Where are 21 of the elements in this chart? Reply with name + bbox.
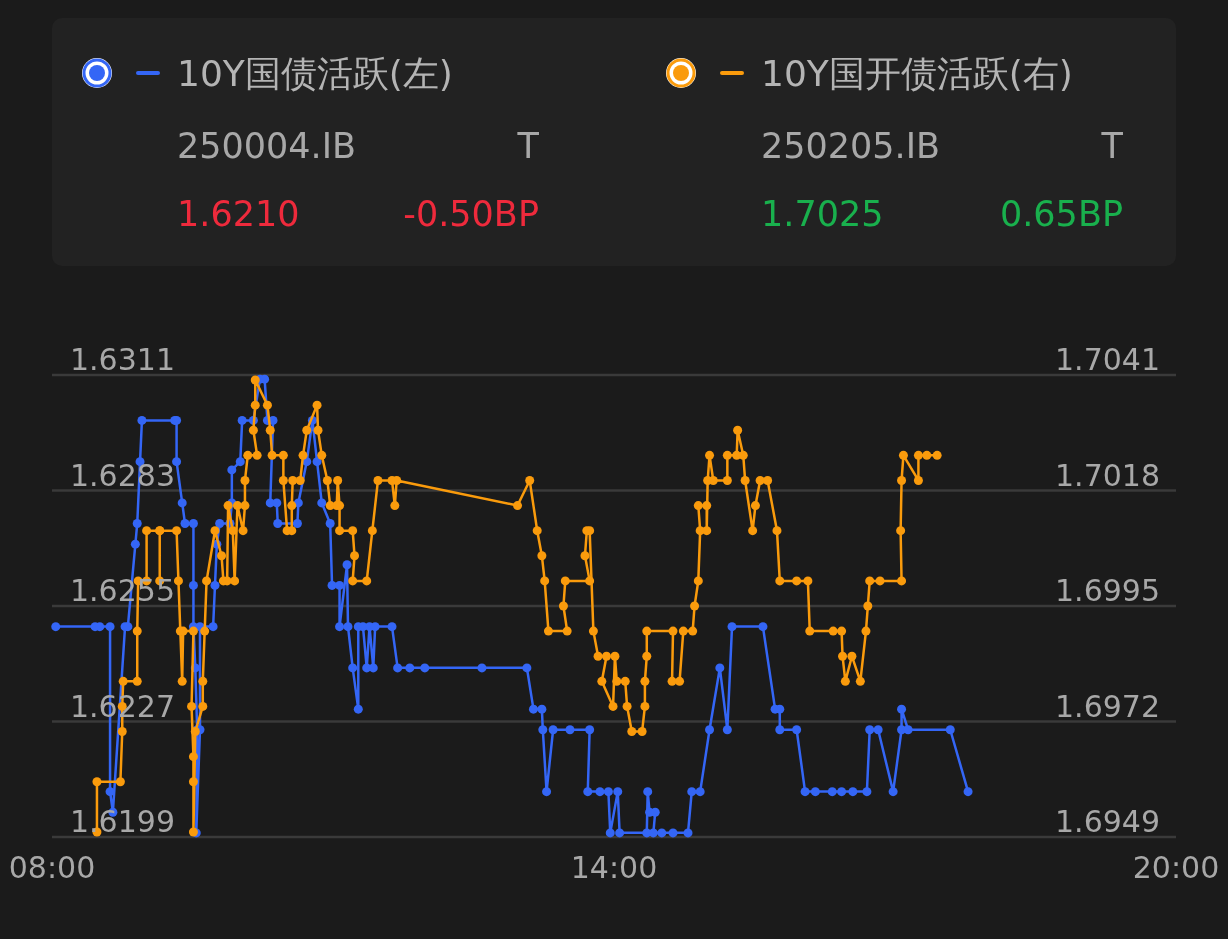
legend-item: 10Y国债活跃(左): [82, 53, 453, 94]
legend-label: 10Y国开债活跃(右): [761, 53, 1073, 94]
text: 0.65BP: [999, 194, 1123, 234]
text: 1.7025: [761, 194, 884, 234]
text: -0.50BP: [403, 194, 539, 234]
y2-tick-label: 1.6949: [1055, 804, 1160, 839]
y2-tick-label: 1.6995: [1055, 573, 1160, 608]
y2-tick-label: 1.6972: [1055, 688, 1160, 724]
y-tick-label: 1.6311: [70, 342, 175, 377]
text: 250004.IB: [177, 126, 357, 166]
x-tick-label: 14:00: [570, 850, 658, 885]
text: T: [1101, 126, 1123, 166]
text: 250205.IB: [761, 126, 941, 166]
x-tick-label: 08:00: [8, 850, 96, 885]
text: T: [517, 126, 539, 166]
legend-label: 10Y国债活跃(左): [177, 53, 453, 94]
text: 1.6210: [177, 194, 300, 234]
legend-item: 10Y国开债活跃(右): [666, 53, 1073, 94]
y2-tick-label: 1.7018: [1055, 457, 1160, 493]
x-tick-label: 20:00: [1132, 850, 1220, 885]
y2-tick-label: 1.7041: [1055, 342, 1160, 377]
